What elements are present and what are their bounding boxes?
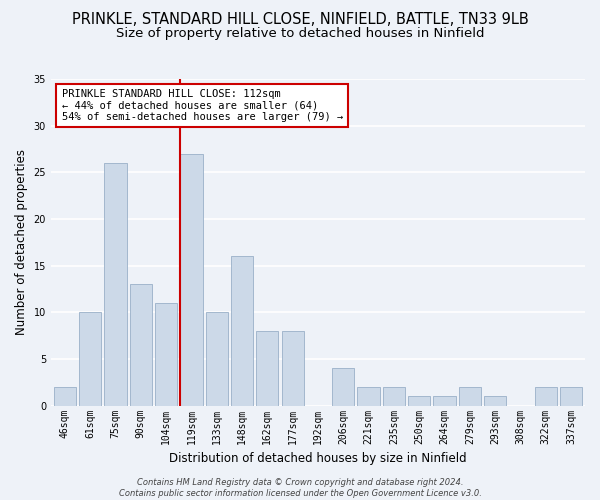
Bar xyxy=(130,284,152,406)
Text: Size of property relative to detached houses in Ninfield: Size of property relative to detached ho… xyxy=(116,28,484,40)
Bar xyxy=(433,396,455,406)
Bar xyxy=(560,387,582,406)
Bar xyxy=(458,387,481,406)
Y-axis label: Number of detached properties: Number of detached properties xyxy=(15,150,28,336)
Bar xyxy=(332,368,355,406)
Text: Contains HM Land Registry data © Crown copyright and database right 2024.
Contai: Contains HM Land Registry data © Crown c… xyxy=(119,478,481,498)
Bar xyxy=(281,331,304,406)
Bar xyxy=(54,387,76,406)
Bar xyxy=(206,312,228,406)
Bar xyxy=(256,331,278,406)
Bar xyxy=(408,396,430,406)
Bar xyxy=(79,312,101,406)
Text: PRINKLE STANDARD HILL CLOSE: 112sqm
← 44% of detached houses are smaller (64)
54: PRINKLE STANDARD HILL CLOSE: 112sqm ← 44… xyxy=(62,89,343,122)
Bar xyxy=(155,303,177,406)
Bar xyxy=(231,256,253,406)
Bar xyxy=(484,396,506,406)
Bar xyxy=(180,154,203,406)
X-axis label: Distribution of detached houses by size in Ninfield: Distribution of detached houses by size … xyxy=(169,452,467,465)
Bar xyxy=(358,387,380,406)
Bar xyxy=(104,163,127,406)
Bar xyxy=(535,387,557,406)
Text: PRINKLE, STANDARD HILL CLOSE, NINFIELD, BATTLE, TN33 9LB: PRINKLE, STANDARD HILL CLOSE, NINFIELD, … xyxy=(71,12,529,28)
Bar xyxy=(383,387,405,406)
